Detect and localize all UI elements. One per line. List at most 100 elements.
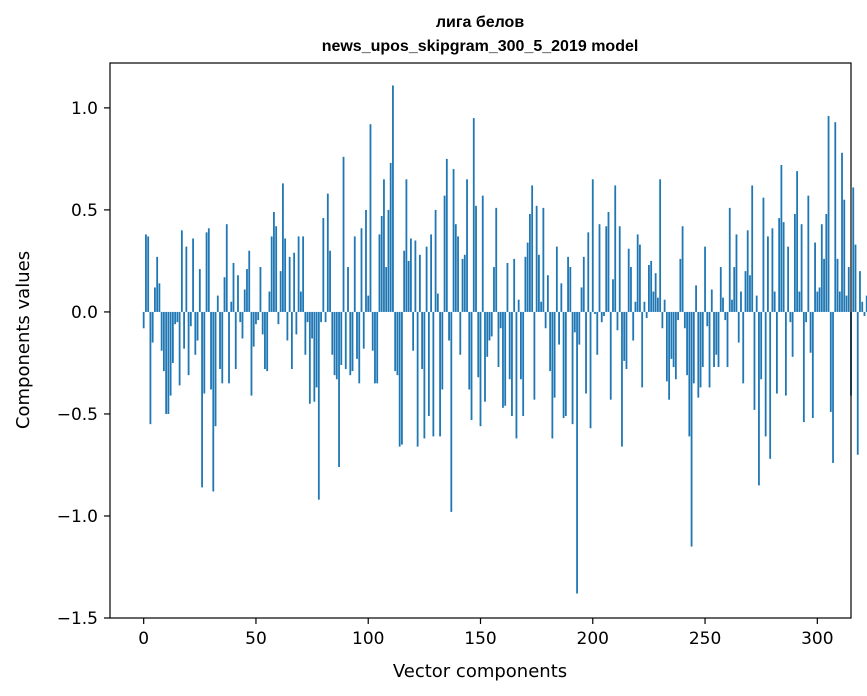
bar xyxy=(677,311,679,321)
bar xyxy=(484,311,486,402)
bar xyxy=(452,169,455,312)
bar xyxy=(591,179,594,312)
bar xyxy=(329,250,331,312)
bar xyxy=(293,252,296,312)
bar xyxy=(567,256,569,312)
bar xyxy=(744,271,747,312)
bar xyxy=(692,311,695,384)
bar xyxy=(553,311,556,398)
bar xyxy=(268,291,271,312)
bar xyxy=(486,311,489,357)
x-tick-label: 200 xyxy=(577,629,609,649)
bar xyxy=(412,311,415,351)
bar xyxy=(439,311,441,437)
bar xyxy=(432,311,435,437)
bar xyxy=(383,179,385,312)
bar xyxy=(317,311,320,500)
bar xyxy=(695,285,697,312)
bar xyxy=(250,311,253,396)
bar xyxy=(376,311,379,384)
bar xyxy=(771,228,774,312)
bar xyxy=(594,311,596,314)
bar xyxy=(228,311,230,384)
bar xyxy=(448,311,450,341)
bar xyxy=(578,311,581,345)
bar xyxy=(533,311,536,400)
bar xyxy=(401,311,403,445)
bar xyxy=(322,218,325,312)
bar xyxy=(701,311,704,368)
bar xyxy=(306,311,309,323)
bar xyxy=(737,311,740,343)
bar xyxy=(796,171,799,312)
y-axis-label: Components values xyxy=(13,251,34,429)
bar xyxy=(798,291,801,312)
bar xyxy=(252,311,255,347)
bar xyxy=(151,311,154,343)
bar xyxy=(715,311,718,355)
chart-title-line-2: news_upos_skipgram_300_5_2019 model xyxy=(322,38,639,55)
bar xyxy=(582,256,585,312)
bar xyxy=(524,256,527,312)
bar xyxy=(728,207,731,312)
bar xyxy=(380,216,383,312)
bar xyxy=(344,311,347,370)
bar xyxy=(623,311,626,361)
bar xyxy=(526,242,529,312)
bar xyxy=(196,311,199,341)
bar xyxy=(811,311,814,419)
bar xyxy=(663,299,666,312)
bar xyxy=(185,246,188,312)
bar xyxy=(445,158,448,312)
x-tick-label: 250 xyxy=(689,629,721,649)
bar xyxy=(600,311,603,323)
bar xyxy=(686,311,688,376)
bar xyxy=(441,311,444,390)
bar xyxy=(697,311,700,398)
bar xyxy=(643,301,646,312)
bar xyxy=(331,311,334,355)
bar xyxy=(659,179,662,312)
bar xyxy=(349,311,352,376)
bar xyxy=(587,232,590,312)
bar xyxy=(450,311,453,512)
bar xyxy=(818,287,821,312)
bar xyxy=(454,224,457,312)
bar xyxy=(614,185,617,312)
bar xyxy=(369,124,372,312)
bar xyxy=(194,311,197,355)
bar xyxy=(335,311,338,380)
bar xyxy=(820,224,823,312)
bar xyxy=(670,311,673,359)
bar xyxy=(358,311,361,384)
bar xyxy=(396,311,399,376)
bar xyxy=(430,234,432,312)
bar xyxy=(679,258,682,312)
bar xyxy=(603,311,605,317)
bar xyxy=(634,301,637,312)
bar xyxy=(475,205,477,312)
bar xyxy=(742,311,745,384)
bar xyxy=(522,311,525,416)
y-tick-label: 1.0 xyxy=(71,99,98,119)
bar xyxy=(865,295,867,312)
bar xyxy=(387,209,390,312)
bar xyxy=(407,260,410,312)
bar xyxy=(814,242,816,312)
bar xyxy=(571,311,574,425)
bar xyxy=(782,222,785,312)
bar xyxy=(719,267,722,312)
bar xyxy=(371,311,374,351)
bar xyxy=(290,311,293,370)
bar xyxy=(264,311,266,370)
bar xyxy=(210,311,212,390)
bar xyxy=(825,213,828,312)
bar xyxy=(499,311,502,329)
bar xyxy=(564,311,567,416)
bar xyxy=(142,311,145,329)
bar xyxy=(706,311,709,327)
bar xyxy=(308,311,311,404)
bar xyxy=(183,311,185,349)
bar xyxy=(827,116,830,312)
bar xyxy=(733,267,736,312)
